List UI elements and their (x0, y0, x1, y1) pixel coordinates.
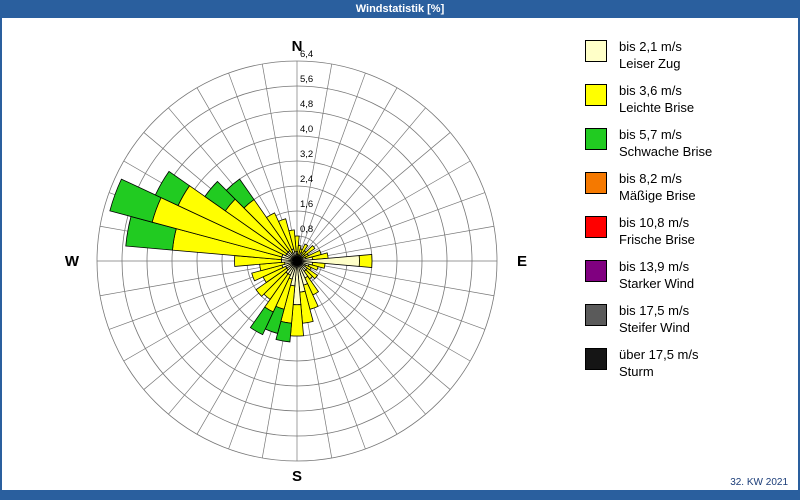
radial-tick-label: 1,6 (300, 199, 313, 210)
legend-item: bis 17,5 m/s Steifer Wind (585, 302, 712, 336)
legend-class-label: Leichte Brise (619, 100, 695, 115)
legend-class-label: Frische Brise (619, 232, 695, 247)
title-bar: Windstatistik [%] (2, 0, 798, 18)
wind-petal-segment (225, 178, 255, 209)
compass-label: N (292, 38, 303, 55)
legend-swatch (585, 84, 607, 106)
wind-rose-chart: 0,8 1,6 2,4 3,2 4,0 4,8 5,6 6,4N S W E (65, 38, 527, 485)
radial-tick-label: 3,2 (300, 149, 313, 160)
wind-petal-segment (204, 180, 236, 212)
legend-item: bis 3,6 m/s Leichte Brise (585, 82, 712, 116)
wind-petal-segment (303, 244, 316, 257)
legend-swatch (585, 260, 607, 282)
legend-swatch (585, 128, 607, 150)
legend-swatch (585, 40, 607, 62)
radial-tick-label: 6,4 (300, 49, 313, 60)
grid-ring (146, 110, 448, 412)
wind-petal-segment (305, 267, 319, 280)
grid-ring (171, 135, 423, 387)
grid-ring (96, 60, 498, 462)
radial-tick-label: 4,0 (300, 124, 313, 135)
radial-tick-label: 0,8 (300, 224, 313, 235)
legend-class-label: Schwache Brise (619, 144, 713, 159)
legend-item: über 17,5 m/s Sturm (585, 346, 712, 380)
bottom-bar (2, 490, 798, 500)
compass-label: S (292, 468, 302, 485)
legend-swatch (585, 216, 607, 238)
grid-ring (196, 160, 398, 362)
legend-speed-label: bis 8,2 m/s (619, 171, 682, 186)
legend-class-label: Steifer Wind (619, 320, 690, 335)
radial-tick-label: 2,4 (300, 174, 313, 185)
wind-petal-segment (154, 170, 191, 207)
legend-item: bis 5,7 m/s Schwache Brise (585, 126, 712, 160)
legend-speed-label: über 17,5 m/s (619, 347, 699, 362)
wind-petal-segment (300, 243, 309, 254)
legend-item: bis 10,8 m/s Frische Brise (585, 214, 712, 248)
legend-item: bis 13,9 m/s Starker Wind (585, 258, 712, 292)
legend-speed-label: bis 13,9 m/s (619, 259, 690, 274)
wind-petal-segment (275, 320, 292, 343)
legend-speed-label: bis 5,7 m/s (619, 127, 682, 142)
wind-petal-segment (249, 306, 274, 336)
wind-petal-segment (277, 218, 295, 251)
legend-speed-label: bis 2,1 m/s (619, 39, 682, 54)
legend-swatch (585, 172, 607, 194)
wind-petal-segment (297, 245, 302, 256)
wind-petal-segment (109, 178, 162, 223)
legend-item: bis 8,2 m/s Mäßige Brise (585, 170, 712, 204)
legend-class-label: Starker Wind (619, 276, 695, 291)
grid-ring (121, 85, 473, 437)
compass-label: E (517, 253, 527, 270)
calendar-week-label: 32. KW 2021 (730, 477, 788, 488)
legend: bis 2,1 m/s Leiser Zug bis 3,6 m/s Leichte … (585, 38, 712, 380)
wind-petal-segment (311, 261, 326, 269)
wind-petal-segment (265, 212, 294, 254)
legend-item: bis 2,1 m/s Leiser Zug (585, 38, 712, 72)
wind-petal-segment (251, 264, 284, 282)
legend-swatch (585, 348, 607, 370)
radial-tick-label: 4,8 (300, 99, 313, 110)
legend-class-label: Leiser Zug (619, 56, 681, 71)
wind-petal-segment (288, 229, 297, 253)
window-title: Windstatistik [%] (355, 3, 445, 15)
legend-speed-label: bis 17,5 m/s (619, 303, 690, 318)
legend-class-label: Mäßige Brise (619, 188, 696, 203)
wind-petal-segment (255, 267, 289, 297)
legend-speed-label: bis 10,8 m/s (619, 215, 690, 230)
compass-label: W (65, 253, 80, 270)
legend-speed-label: bis 3,6 m/s (619, 83, 682, 98)
radial-tick-label: 5,6 (300, 74, 313, 85)
wind-petal-segment (307, 263, 319, 271)
wind-petal-segment (358, 254, 373, 268)
legend-swatch (585, 304, 607, 326)
legend-class-label: Sturm (619, 364, 654, 379)
